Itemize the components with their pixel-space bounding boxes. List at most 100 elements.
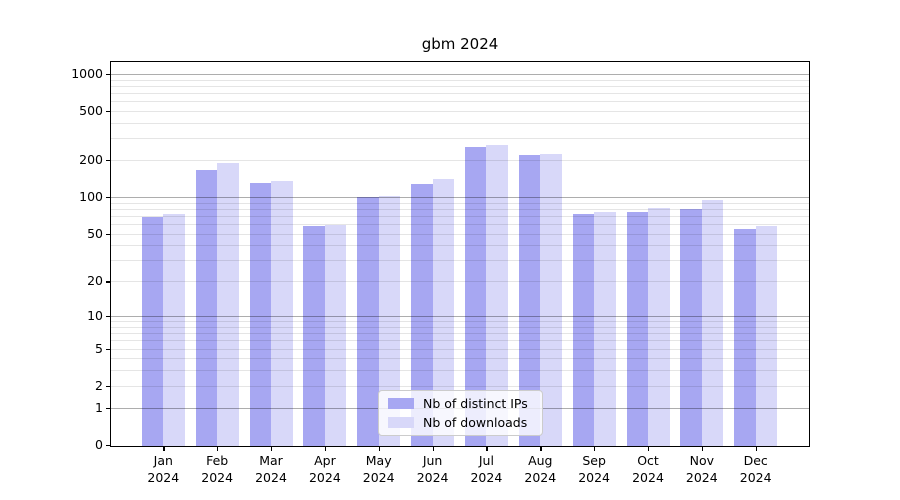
- x-tick-month: Oct: [637, 453, 659, 468]
- bar-distinct-ips: [626, 211, 648, 446]
- y-tick-mark: [106, 316, 110, 318]
- y-axis-tick-label: 5: [95, 340, 103, 356]
- y-tick-mark: [106, 281, 110, 283]
- x-tick-month: Aug: [528, 453, 553, 468]
- x-tick-year: 2024: [362, 470, 395, 485]
- x-tick-mark: [432, 447, 434, 451]
- x-tick-year: 2024: [578, 470, 610, 485]
- bar-distinct-ips: [303, 225, 325, 446]
- y-axis-tick-label: 1000: [71, 65, 103, 81]
- grid-line-minor: [111, 85, 809, 87]
- bar-downloads: [648, 207, 670, 446]
- grid-line-minor: [111, 93, 809, 94]
- x-tick-year: 2024: [255, 470, 287, 485]
- bar-distinct-ips: [357, 197, 379, 446]
- grid-line-minor: [111, 111, 809, 112]
- y-tick-mark: [106, 385, 110, 387]
- bar-distinct-ips: [518, 155, 541, 446]
- x-tick-mark: [701, 447, 704, 451]
- x-tick-mark: [271, 447, 273, 451]
- x-tick-mark: [540, 447, 542, 451]
- x-tick-mark: [217, 447, 219, 451]
- grid-line-minor: [111, 138, 809, 140]
- y-axis-tick-label: 100: [79, 189, 103, 204]
- x-tick-year: 2024: [308, 470, 341, 485]
- y-tick-mark: [106, 233, 110, 235]
- x-tick-year: 2024: [416, 470, 449, 485]
- y-axis-tick-label: 200: [79, 152, 103, 167]
- grid-line-minor: [111, 123, 809, 124]
- x-tick-month: Nov: [689, 453, 714, 468]
- x-tick-mark: [324, 447, 327, 451]
- grid-line-minor: [111, 101, 809, 103]
- x-tick-mark: [378, 447, 380, 451]
- bar-distinct-ips: [572, 213, 595, 446]
- plot-area: [110, 61, 810, 447]
- grid-line-minor: [111, 260, 809, 262]
- grid-line-minor: [111, 370, 809, 372]
- grid-line-minor: [111, 348, 809, 350]
- grid-line-minor: [111, 385, 809, 387]
- x-tick-mark: [648, 447, 650, 451]
- grid-line-minor: [111, 208, 809, 210]
- legend-swatch-distinct-ips: [388, 398, 414, 409]
- grid-line-minor: [111, 326, 809, 328]
- grid-line-minor: [111, 358, 809, 360]
- bar-distinct-ips: [464, 147, 487, 446]
- grid-line-major: [111, 316, 809, 318]
- x-tick-month: May: [365, 453, 392, 468]
- bar-downloads: [324, 224, 347, 446]
- y-tick-mark: [106, 73, 110, 76]
- x-axis-tick-label: Nov 2024: [670, 452, 734, 486]
- grid-line-minor: [111, 333, 809, 335]
- grid-line-minor: [111, 160, 809, 161]
- y-tick-mark: [106, 160, 110, 162]
- x-tick-year: 2024: [470, 470, 503, 485]
- legend-item-distinct-ips: Nb of distinct IPs: [388, 396, 533, 411]
- x-axis-tick-label: Dec 2024: [724, 452, 788, 486]
- x-tick-year: 2024: [147, 470, 180, 485]
- y-axis-tick-label: 500: [79, 103, 103, 118]
- x-tick-mark: [486, 447, 488, 451]
- bar-distinct-ips: [734, 228, 756, 446]
- y-tick-mark: [106, 444, 110, 446]
- x-tick-month: Mar: [259, 453, 283, 468]
- x-axis-tick-label: Jan 2024: [131, 452, 195, 486]
- bar-downloads: [594, 212, 616, 446]
- bar-downloads: [163, 213, 185, 446]
- grid-line-minor: [111, 215, 809, 217]
- x-tick-month: Feb: [206, 453, 229, 468]
- bar-downloads: [540, 154, 562, 446]
- y-tick-mark: [106, 407, 110, 409]
- grid-line-minor: [111, 202, 809, 204]
- x-axis-tick-label: Apr 2024: [293, 452, 357, 486]
- bar-downloads: [378, 196, 401, 446]
- y-axis-tick-label: 2: [95, 377, 103, 393]
- y-axis-tick-label: 1: [95, 399, 103, 415]
- x-tick-month: Sep: [582, 453, 606, 468]
- y-axis-tick-label: 10: [87, 308, 103, 323]
- x-axis-tick-label: Mar 2024: [239, 452, 303, 486]
- bar-distinct-ips: [249, 183, 271, 446]
- grid-line-major: [111, 73, 809, 75]
- x-tick-month: Jan: [153, 453, 173, 468]
- legend-item-downloads: Nb of downloads: [388, 414, 533, 430]
- y-tick-mark: [106, 197, 110, 199]
- x-tick-month: Apr: [314, 453, 336, 468]
- y-axis-tick-label: 0: [95, 436, 103, 452]
- x-axis-tick-label: Jun 2024: [401, 452, 465, 486]
- bar-downloads: [755, 225, 778, 446]
- x-tick-month: Dec: [743, 453, 768, 468]
- bar-distinct-ips: [411, 183, 433, 446]
- bar-downloads: [432, 179, 455, 446]
- bar-downloads: [217, 162, 239, 446]
- grid-line-minor: [111, 321, 809, 323]
- grid-line-minor: [111, 224, 809, 225]
- bar-downloads: [486, 145, 508, 446]
- bar-downloads: [701, 200, 724, 446]
- x-axis-tick-label: Oct 2024: [616, 452, 680, 486]
- bar-distinct-ips: [680, 208, 702, 446]
- legend-label-downloads: Nb of downloads: [423, 414, 528, 430]
- grid-line-minor: [111, 340, 809, 342]
